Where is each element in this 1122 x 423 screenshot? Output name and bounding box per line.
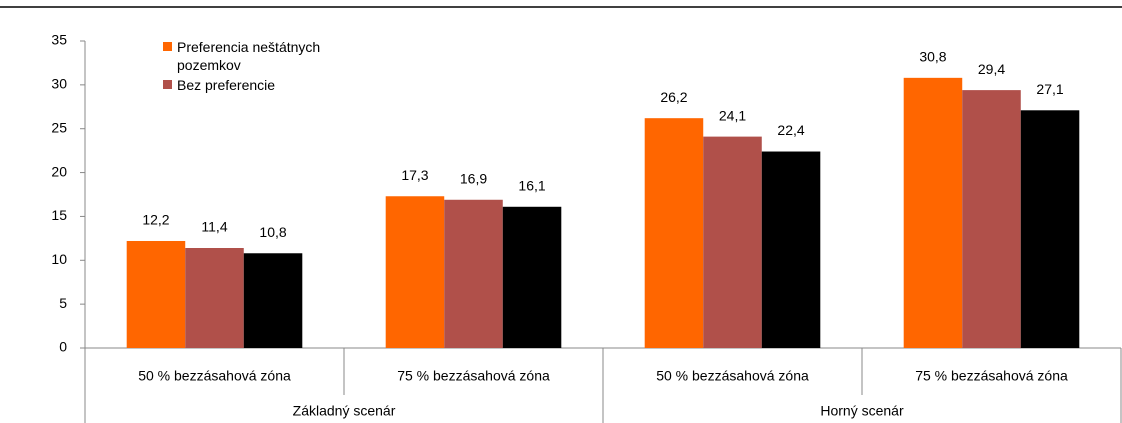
bar [903, 77, 963, 348]
y-tick-label: 15 [51, 207, 67, 223]
legend: Preferencia neštátnych pozemkov Bez prefe… [163, 38, 367, 96]
data-label: 22,4 [777, 122, 804, 138]
data-label: 12,2 [142, 212, 169, 228]
data-label: 16,1 [518, 177, 545, 193]
bar [644, 118, 704, 348]
x-tick-label: 75 % bezzásahová zóna [397, 368, 550, 384]
bar [761, 151, 821, 348]
data-label: 17,3 [401, 167, 428, 183]
bar [243, 253, 303, 348]
y-tick-label: 5 [59, 295, 67, 311]
group-label: Základný scenár [293, 403, 396, 419]
data-label: 26,2 [660, 89, 687, 105]
legend-label: Preferencia neštátnych pozemkov [177, 39, 321, 73]
y-tick-label: 20 [51, 163, 67, 179]
legend-label: Bez preferencie [177, 77, 276, 93]
y-tick-label: 25 [51, 119, 67, 135]
data-label: 11,4 [201, 219, 227, 235]
data-label: 10,8 [259, 224, 286, 240]
x-tick-label: 50 % bezzásahová zóna [656, 368, 809, 384]
bar [1020, 110, 1080, 349]
y-tick-label: 30 [51, 76, 67, 92]
legend-swatch [163, 80, 172, 89]
x-tick-label: 50 % bezzásahová zóna [138, 368, 291, 384]
legend-swatch [163, 42, 172, 51]
bar [502, 206, 562, 348]
y-tick-label: 10 [51, 251, 67, 267]
data-label: 27,1 [1036, 81, 1063, 97]
bar [703, 136, 762, 348]
data-label: 29,4 [978, 61, 1005, 77]
y-tick-label: 0 [59, 339, 67, 355]
x-tick-label: 75 % bezzásahová zóna [915, 368, 1068, 384]
legend-item: Preferencia neštátnych pozemkov [163, 38, 367, 74]
data-label: 30,8 [919, 49, 946, 65]
bar [126, 240, 186, 348]
data-label: 24,1 [719, 107, 746, 123]
group-label: Horný scenár [820, 403, 904, 419]
legend-item: Bez preferencie [163, 76, 367, 94]
y-tick-label: 35 [51, 32, 67, 48]
bar [962, 90, 1021, 349]
data-label: 16,9 [460, 170, 487, 186]
bar [385, 196, 445, 348]
bar [185, 248, 244, 348]
bar [444, 199, 503, 348]
